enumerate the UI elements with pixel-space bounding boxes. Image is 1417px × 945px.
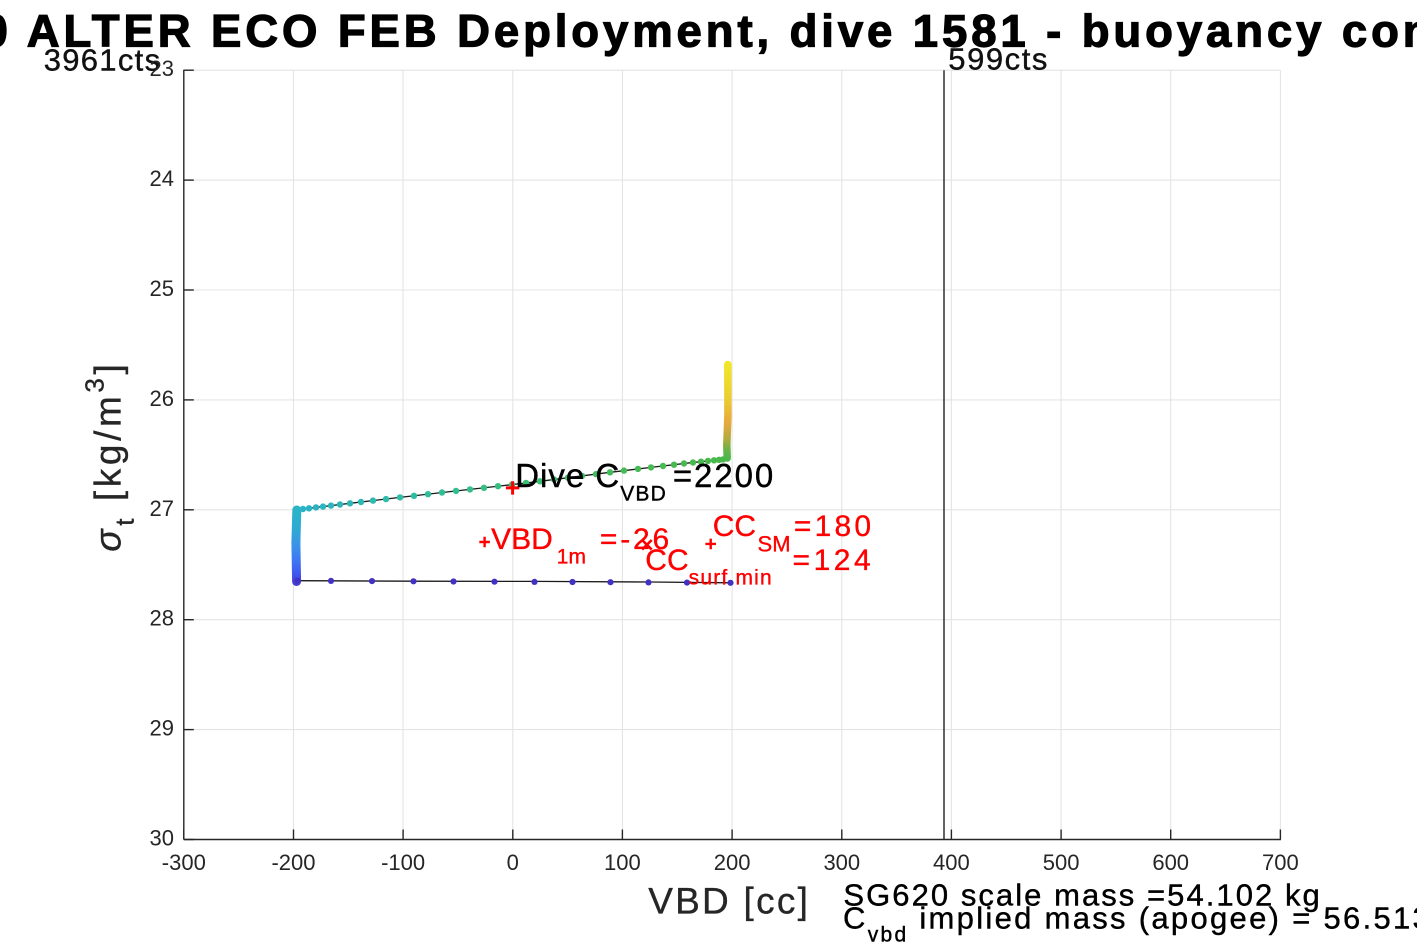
- svg-text:200: 200: [714, 850, 751, 875]
- svg-text:3961cts: 3961cts: [44, 43, 162, 78]
- svg-text:26: 26: [150, 386, 174, 411]
- svg-text:100: 100: [604, 850, 641, 875]
- svg-text:24: 24: [150, 166, 174, 191]
- svg-text:500: 500: [1043, 850, 1080, 875]
- svg-text:-300: -300: [162, 850, 206, 875]
- svg-text:0: 0: [507, 850, 519, 875]
- svg-text:25: 25: [150, 276, 174, 301]
- svg-text:30: 30: [150, 826, 174, 851]
- svg-text:28: 28: [150, 606, 174, 631]
- svg-text:23: 23: [150, 56, 174, 81]
- svg-text:29: 29: [150, 716, 174, 741]
- svg-text:27: 27: [150, 496, 174, 521]
- svg-text:σt [kg/m3]: σt [kg/m3]: [79, 361, 139, 552]
- svg-text:-100: -100: [381, 850, 425, 875]
- svg-text:700: 700: [1262, 850, 1299, 875]
- svg-text:SG620 ALTER ECO FEB Deployment: SG620 ALTER ECO FEB Deployment, dive 158…: [0, 6, 1417, 57]
- svg-text:VBD [cc]: VBD [cc]: [648, 881, 810, 922]
- svg-text:400: 400: [933, 850, 970, 875]
- svg-text:599cts: 599cts: [948, 42, 1049, 77]
- svg-text:SG620 scale mass =54.102 kg: SG620 scale mass =54.102 kg: [843, 878, 1321, 913]
- svg-text:300: 300: [823, 850, 860, 875]
- svg-text:600: 600: [1152, 850, 1189, 875]
- svg-text:-200: -200: [271, 850, 315, 875]
